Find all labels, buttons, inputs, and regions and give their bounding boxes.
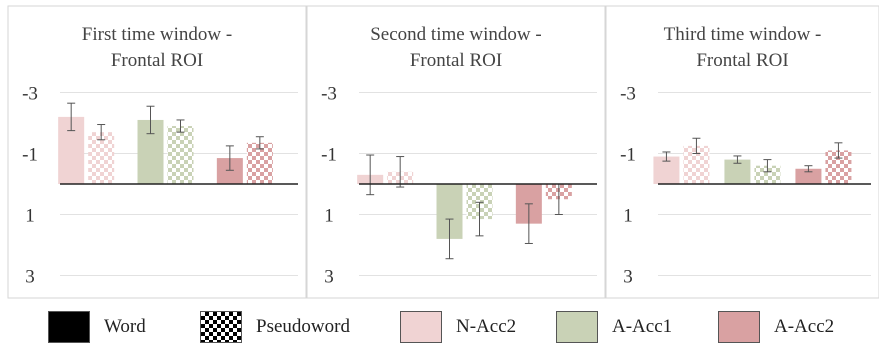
- error-bar: [763, 159, 772, 173]
- y-tick-label: -3: [22, 84, 38, 105]
- panel-title-line2: Frontal ROI: [111, 50, 203, 71]
- panel-3: Third time window - Frontal ROI -3 -1 1 3: [605, 5, 879, 299]
- legend-label-word: Word: [104, 316, 146, 337]
- error-bar: [225, 145, 234, 171]
- y-tick-label: 3: [25, 267, 35, 288]
- error-bar: [692, 137, 701, 154]
- bar-a-acc1-pseudoword: [754, 165, 781, 184]
- error-bar: [396, 156, 405, 188]
- panel-frame: [7, 5, 307, 299]
- panel-frame: [306, 5, 606, 299]
- error-bar: [834, 142, 843, 159]
- error-bar: [255, 136, 264, 150]
- legend-item-a-acc2: A-Acc2: [718, 310, 834, 344]
- y-tick-label: 3: [623, 267, 633, 288]
- legend-item-pseudoword: Pseudoword: [200, 310, 350, 344]
- bar-n-acc2-pseudoword: [88, 132, 115, 184]
- legend: Word Pseudoword N-Acc2 A-Acc1 A-Acc2: [0, 300, 879, 348]
- y-tick-label: -3: [321, 84, 337, 105]
- panel-title-line2: Frontal ROI: [696, 50, 788, 71]
- error-bar: [804, 165, 813, 173]
- error-bar: [662, 151, 671, 162]
- legend-swatch-pseudoword: [200, 311, 242, 343]
- legend-item-n-acc2: N-Acc2: [400, 310, 516, 344]
- legend-swatch-a-acc1: [556, 311, 598, 343]
- legend-item-word: Word: [48, 310, 146, 344]
- legend-swatch-word: [48, 311, 90, 343]
- error-bar: [475, 201, 484, 237]
- error-bar: [524, 203, 533, 244]
- error-bar: [733, 155, 742, 164]
- y-tick-label: -3: [620, 84, 636, 105]
- panel-title-line1: Third time window -: [664, 24, 822, 45]
- panel-title-line1: First time window -: [82, 24, 232, 45]
- y-tick-label: 1: [324, 206, 334, 227]
- panel-title-line1: Second time window -: [370, 24, 542, 45]
- legend-label-n-acc2: N-Acc2: [456, 316, 517, 337]
- bar-a-acc2-word: [795, 168, 822, 184]
- legend-item-a-acc1: A-Acc1: [556, 310, 672, 344]
- y-tick-label: -1: [620, 145, 636, 166]
- y-tick-label: -1: [22, 145, 38, 166]
- y-tick-label: 1: [25, 206, 35, 227]
- error-bar: [67, 102, 76, 132]
- error-bar: [445, 218, 454, 260]
- error-bar: [97, 124, 106, 141]
- legend-label-pseudoword: Pseudoword: [256, 316, 350, 337]
- panel-2: Second time window - Frontal ROI -3 -1 1 3: [306, 5, 606, 299]
- legend-label-a-acc1: A-Acc1: [612, 316, 673, 337]
- error-bar: [146, 105, 155, 135]
- chart-figure: First time window -Frontal ROI-3-113Seco…: [7, 5, 879, 299]
- y-tick-label: -1: [321, 145, 337, 166]
- panel-frame: [605, 5, 879, 299]
- error-bar: [176, 119, 185, 133]
- y-tick-label: 1: [623, 206, 633, 227]
- y-tick-label: 3: [324, 267, 334, 288]
- legend-swatch-a-acc2: [718, 311, 760, 343]
- bar-a-acc1-pseudoword: [167, 126, 194, 184]
- panel-1: First time window - Frontal ROI -3 -1 1 3: [7, 5, 307, 299]
- error-bar: [366, 154, 375, 196]
- bar-a-acc2-pseudoword: [246, 142, 273, 184]
- legend-label-a-acc2: A-Acc2: [774, 316, 835, 337]
- legend-swatch-n-acc2: [400, 311, 442, 343]
- panel-title-line2: Frontal ROI: [410, 50, 502, 71]
